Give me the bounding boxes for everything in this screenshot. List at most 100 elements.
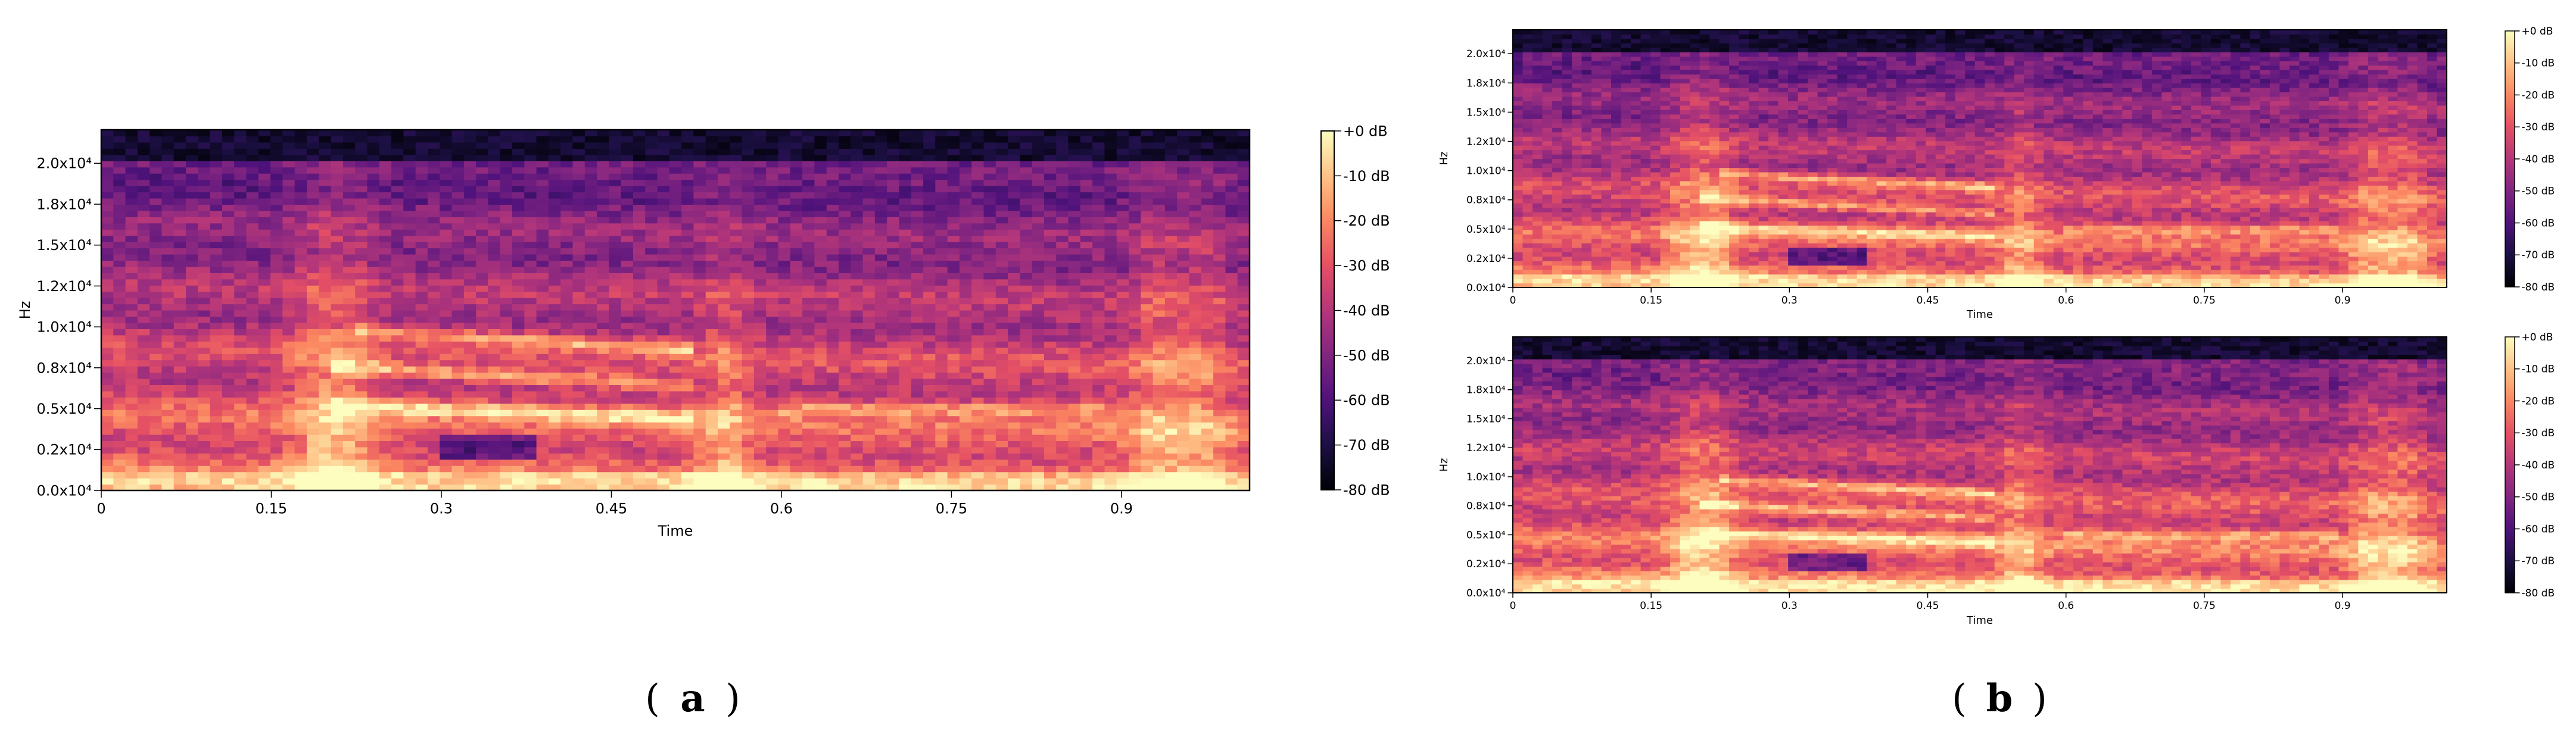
heatmap-cell xyxy=(560,154,574,161)
heatmap-cell xyxy=(597,341,609,348)
heatmap-cell xyxy=(778,204,791,211)
heatmap-cell xyxy=(331,360,344,367)
heatmap-cell xyxy=(802,428,815,435)
heatmap-cell xyxy=(959,372,972,379)
heatmap-cell xyxy=(851,446,864,454)
heatmap-cell xyxy=(1068,403,1081,410)
heatmap-cell xyxy=(1008,235,1020,242)
heatmap-cell xyxy=(379,148,392,155)
heatmap-cell xyxy=(149,260,163,267)
heatmap-cell xyxy=(403,378,416,385)
heatmap-cell xyxy=(186,446,198,454)
heatmap-cell xyxy=(1008,130,1020,137)
heatmap-cell xyxy=(210,304,223,311)
heatmap-cell xyxy=(584,478,597,485)
heatmap-cell xyxy=(101,459,114,466)
heatmap-cell xyxy=(222,136,235,143)
heatmap-cell xyxy=(874,266,887,273)
heatmap-cell xyxy=(802,266,815,273)
heatmap-cell xyxy=(560,354,574,361)
heatmap-cell xyxy=(730,440,743,448)
heatmap-cell xyxy=(125,428,138,435)
heatmap-cell xyxy=(947,304,960,311)
heatmap-cell xyxy=(451,223,465,230)
heatmap-cell xyxy=(379,204,392,211)
heatmap-cell xyxy=(742,279,755,286)
heatmap-cell xyxy=(476,161,489,168)
heatmap-cell xyxy=(923,229,936,236)
heatmap-cell xyxy=(463,204,476,211)
heatmap-cell xyxy=(161,273,175,280)
heatmap-cell xyxy=(947,167,960,174)
heatmap-cell xyxy=(440,459,453,466)
heatmap-cell xyxy=(391,446,404,454)
heatmap-cell xyxy=(524,210,537,217)
heatmap-cell xyxy=(983,217,996,224)
heatmap-cell xyxy=(113,434,126,442)
heatmap-cell xyxy=(524,459,537,466)
heatmap-cell xyxy=(681,478,694,485)
heatmap-cell xyxy=(657,366,670,373)
heatmap-cell xyxy=(186,310,198,317)
heatmap-cell xyxy=(1080,478,1093,485)
heatmap-cell xyxy=(923,136,936,143)
heatmap-cell xyxy=(790,410,803,417)
heatmap-cell xyxy=(560,453,574,460)
heatmap-cell xyxy=(282,130,295,137)
heatmap-cell xyxy=(319,154,332,161)
heatmap-cell xyxy=(669,459,682,466)
heatmap-cell xyxy=(609,484,622,491)
heatmap-cell xyxy=(1104,161,1117,168)
heatmap-cell xyxy=(1068,210,1081,217)
heatmap-cell xyxy=(597,254,609,261)
heatmap-cell xyxy=(463,154,476,161)
heatmap-cell xyxy=(548,434,561,442)
heatmap-cell xyxy=(899,167,912,174)
heatmap-cell xyxy=(282,410,295,417)
heatmap-cell xyxy=(693,341,706,348)
heatmap-cell xyxy=(1129,459,1141,466)
heatmap-cell xyxy=(1104,446,1117,454)
heatmap-cell xyxy=(367,279,380,286)
heatmap-cell xyxy=(101,440,114,448)
heatmap-cell xyxy=(1068,471,1081,479)
heatmap-cell xyxy=(681,260,694,267)
heatmap-cell xyxy=(645,235,658,242)
heatmap-cell xyxy=(440,354,453,361)
heatmap-cell xyxy=(778,130,791,137)
heatmap-cell xyxy=(186,390,198,398)
heatmap-cell xyxy=(718,217,730,224)
heatmap-cell xyxy=(282,428,295,435)
heatmap-cell xyxy=(911,366,924,373)
heatmap-cell xyxy=(1104,273,1117,280)
heatmap-cell xyxy=(1020,204,1033,211)
heatmap-cell xyxy=(512,142,525,149)
heatmap-cell xyxy=(319,459,332,466)
heatmap-cell xyxy=(488,273,501,280)
heatmap-cell xyxy=(705,235,718,242)
heatmap-cell xyxy=(802,204,815,211)
heatmap-cell xyxy=(572,304,585,311)
heatmap-cell xyxy=(500,298,513,305)
heatmap-cell xyxy=(1032,179,1045,186)
heatmap-cell xyxy=(319,260,332,267)
heatmap-cell xyxy=(633,266,646,273)
heatmap-cell xyxy=(1104,366,1117,373)
heatmap-cell xyxy=(415,378,428,385)
heatmap-cell xyxy=(766,210,779,217)
heatmap-cell xyxy=(270,422,284,429)
heatmap-cell xyxy=(1104,285,1117,292)
heatmap-cell xyxy=(222,192,235,199)
heatmap-cell xyxy=(1080,310,1093,317)
heatmap-cell xyxy=(971,428,985,435)
heatmap-cell xyxy=(645,372,658,379)
heatmap-cell xyxy=(149,242,163,249)
heatmap-cell xyxy=(1104,360,1117,367)
heatmap-cell xyxy=(826,410,839,417)
heatmap-cell xyxy=(270,410,284,417)
heatmap-cell xyxy=(959,366,972,373)
heatmap-cell xyxy=(718,148,730,155)
heatmap-cell xyxy=(524,347,537,354)
heatmap-cell xyxy=(995,142,1008,149)
heatmap-cell xyxy=(995,397,1008,404)
